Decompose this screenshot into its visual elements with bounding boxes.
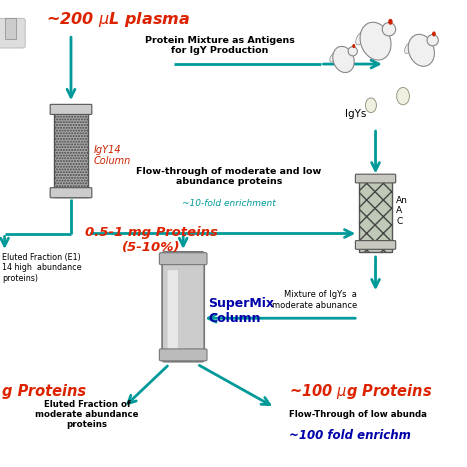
Text: IgYs: IgYs	[345, 109, 367, 120]
Text: ~200 $\mu$L plasma: ~200 $\mu$L plasma	[46, 10, 190, 28]
Ellipse shape	[348, 47, 357, 56]
Text: Flow-through of moderate and low
abundance proteins: Flow-through of moderate and low abundan…	[136, 167, 322, 186]
Text: Eluted Fraction of
moderate abundance
proteins: Eluted Fraction of moderate abundance pr…	[35, 399, 139, 429]
FancyBboxPatch shape	[159, 349, 207, 361]
FancyBboxPatch shape	[0, 18, 25, 48]
Ellipse shape	[360, 22, 391, 60]
Ellipse shape	[382, 22, 396, 36]
Text: Eluted Fraction (E1)
14 high  abundance
proteins): Eluted Fraction (E1) 14 high abundance p…	[2, 253, 82, 283]
Ellipse shape	[352, 44, 355, 48]
Text: IgY14
Column: IgY14 Column	[94, 145, 131, 166]
FancyBboxPatch shape	[50, 104, 92, 114]
Text: ~100 $\mu$g Proteins: ~100 $\mu$g Proteins	[289, 382, 432, 401]
Ellipse shape	[366, 98, 376, 113]
FancyBboxPatch shape	[168, 270, 178, 355]
Ellipse shape	[330, 53, 337, 62]
Text: An
A
C: An A C	[396, 196, 408, 226]
Text: g Proteins: g Proteins	[2, 384, 86, 399]
Bar	[359, 178, 392, 252]
Bar	[54, 105, 88, 197]
FancyBboxPatch shape	[162, 252, 204, 362]
Text: SuperMix
Column: SuperMix Column	[208, 297, 275, 325]
Text: Flow-Through of low abunda: Flow-Through of low abunda	[289, 410, 426, 419]
Ellipse shape	[427, 35, 439, 46]
Ellipse shape	[396, 87, 410, 105]
Ellipse shape	[388, 19, 393, 25]
Ellipse shape	[432, 31, 436, 36]
FancyBboxPatch shape	[159, 253, 207, 265]
FancyBboxPatch shape	[355, 174, 396, 183]
Ellipse shape	[356, 31, 366, 45]
Text: Mixture of IgYs  a
moderate abunance: Mixture of IgYs a moderate abunance	[272, 290, 357, 310]
Bar	[5, 18, 16, 39]
Text: Protein Mixture as Antigens
for IgY Production: Protein Mixture as Antigens for IgY Prod…	[145, 36, 295, 56]
FancyBboxPatch shape	[355, 241, 396, 249]
Text: ~100 fold enrichm: ~100 fold enrichm	[289, 429, 410, 441]
FancyBboxPatch shape	[50, 188, 92, 198]
Bar	[359, 178, 392, 252]
Ellipse shape	[333, 46, 354, 72]
Ellipse shape	[404, 42, 413, 53]
Text: 0.5-1 mg Proteins
(5-10%): 0.5-1 mg Proteins (5-10%)	[85, 226, 218, 255]
Bar	[54, 105, 88, 197]
Text: ~10-fold enrichment: ~10-fold enrichment	[182, 199, 276, 208]
Ellipse shape	[408, 35, 434, 66]
